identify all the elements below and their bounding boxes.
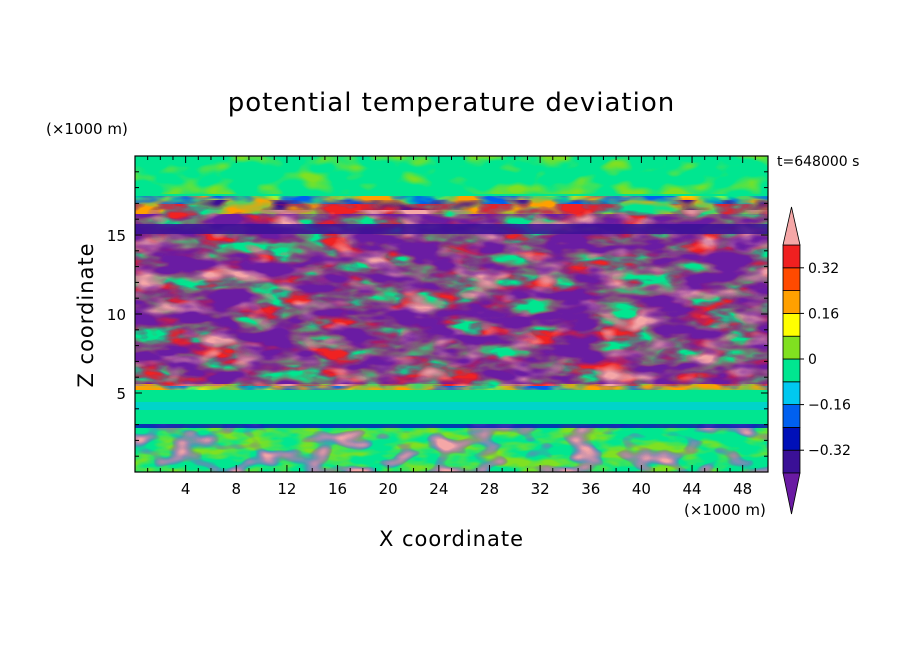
x-tick-label: 24: [429, 480, 448, 498]
x-tick-label: 12: [277, 480, 296, 498]
heatmap-field: [135, 156, 768, 472]
middle-cyan-strip: [135, 402, 768, 410]
colorbar-min-triangle: [782, 472, 801, 515]
colorbar-max-triangle: [782, 206, 801, 246]
colorbar-bin: [782, 335, 801, 360]
colorbar-label: 0.32: [808, 261, 839, 277]
y-tick-label: 15: [107, 227, 126, 245]
upper-layer: [135, 156, 768, 194]
x-axis-unit: (×1000 m): [684, 501, 766, 519]
colorbar-bin: [782, 244, 801, 269]
x-tick-label: 28: [480, 480, 499, 498]
colorbar-bin: [782, 267, 801, 291]
colorbar-label: −0.16: [808, 398, 851, 414]
y-tick-label: 5: [116, 385, 126, 403]
colorbar-label: 0.16: [808, 306, 839, 322]
colorbar: 0.32 0.16 0 −0.16 −0.32: [782, 206, 851, 515]
x-axis-label: X coordinate: [378, 527, 525, 551]
x-tick-label: 8: [232, 480, 242, 498]
stratified-band: [135, 196, 768, 390]
x-tick-label: 16: [328, 480, 347, 498]
y-axis-label: Z coordinate: [74, 242, 98, 388]
colorbar-bin: [782, 426, 801, 451]
lower-layer: [135, 424, 768, 472]
colorbar-bin: [782, 449, 801, 474]
x-tick-label: 4: [181, 480, 191, 498]
x-tick-label: 48: [733, 480, 752, 498]
chart-title: potential temperature deviation: [227, 88, 676, 118]
colorbar-label: 0: [808, 352, 817, 368]
x-tick-label: 20: [379, 480, 398, 498]
colorbar-bin: [782, 312, 801, 337]
time-label: t=648000 s: [777, 154, 860, 170]
y-axis-unit: (×1000 m): [46, 120, 128, 138]
colorbar-bin: [782, 358, 801, 383]
x-tick-label: 36: [581, 480, 600, 498]
colorbar-label: −0.32: [808, 443, 851, 459]
colorbar-bin: [782, 290, 801, 314]
y-tick-label: 10: [107, 306, 126, 324]
x-tick-label: 44: [682, 480, 701, 498]
colorbar-bin: [782, 404, 801, 428]
x-tick-label: 40: [632, 480, 651, 498]
colorbar-bin: [782, 381, 801, 405]
x-tick-label: 32: [531, 480, 550, 498]
y-axis-ticks: 5 10 15: [107, 171, 768, 457]
x-axis-ticks: 4 8 12 16 20 24 28 32 36 40 44 48: [147, 156, 756, 498]
